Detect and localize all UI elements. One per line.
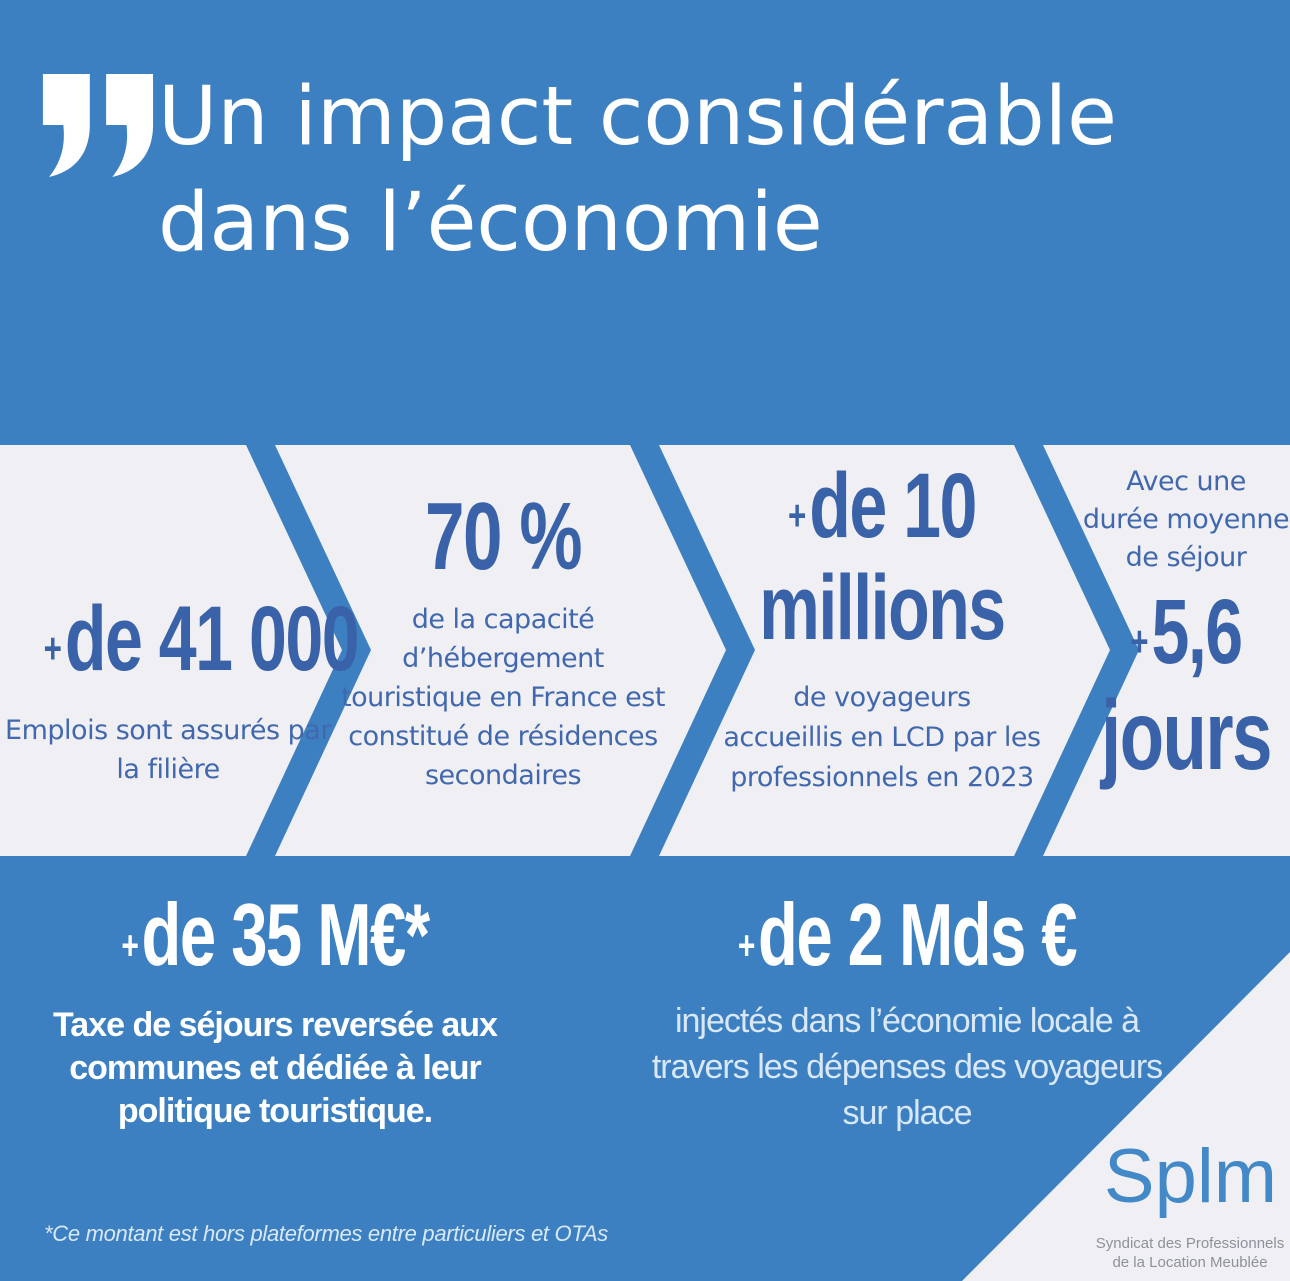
stat-block-taxe: +de 35 M€* Taxe de séjours reversée aux … [28,890,522,1133]
caption-line: communes et dédiée à leur [69,1048,482,1087]
stat-intro-duree: Avec une durée moyenne de séjour [1066,463,1290,577]
stat-number: 70 % [424,483,582,590]
chevron-panel-capacite: 70 % de la capacité d’hébergement touris… [320,488,686,795]
caption-line: touristique en France est [341,682,665,713]
caption-line: d’hébergement [402,643,604,674]
plus-sign: + [43,625,62,673]
plus-sign: + [1130,618,1148,666]
stat-number: de 41 000 [64,588,360,690]
plus-sign: + [737,921,755,968]
stat-number: de 2 Mds € [758,885,1078,984]
caption-line: politique touristique. [117,1091,433,1130]
stat-value-taxe: +de 35 M€* [92,890,458,990]
stat-caption-capacite: de la capacité d’hébergement touristique… [320,600,686,795]
stat-number: de 10 [809,455,977,557]
caption-line: professionnels en 2023 [730,762,1034,794]
footer-disclaimer: *Ce montant est hors plateformes entre p… [44,1221,608,1246]
stat-number-line-1: +de 10 [746,460,1018,562]
stat-caption-economie: injectés dans l’économie locale à traver… [640,998,1174,1136]
stat-unit-duree: jours [1101,680,1272,791]
tagline-line: Syndicat des Professionnels [1095,1235,1285,1252]
chevron-panel-duree: Avec une durée moyenne de séjour +5,6 jo… [1066,463,1290,791]
caption-line: sur place [842,1093,973,1132]
chevron-shape-4 [1043,445,1290,856]
stat-number: 5,6 [1151,581,1243,683]
stat-value-capacite: 70 % [368,488,639,586]
tagline-line: de la Location Meublée [1112,1254,1268,1271]
caption-line: travers les dépenses des voyageurs [651,1047,1163,1086]
chevron-shape-3 [659,445,1110,856]
stat-caption-voyageurs: de voyageurs accueillis en LCD par les p… [698,678,1066,798]
intro-line: Avec une [1126,466,1246,497]
caption-line: constitué de résidences [348,721,658,752]
caption-line: Taxe de séjours reversée aux [53,1005,498,1044]
splm-logo: Splm [1103,1134,1278,1219]
chevron-panel-emplois: +de 41 000 Emplois sont assurés par la f… [0,593,360,789]
caption-line: injectés dans l’économie locale à [674,1001,1140,1040]
stat-block-economie: +de 2 Mds € injectés dans l’économie loc… [640,890,1174,1136]
stat-caption-emplois: Emplois sont assurés par la filière [0,711,336,789]
caption-line: accueillis en LCD par les [723,722,1041,754]
plus-sign: + [121,921,138,968]
caption-line: la filière [116,754,220,786]
stat-value-voyageurs: +de 10 millions [746,460,1018,654]
stat-value-economie: +de 2 Mds € [709,890,1104,990]
caption-line: de la capacité [411,604,595,635]
plus-sign: + [788,492,806,540]
page-title-line-1: Un impact considérable [158,70,1117,164]
page-title: Un impact considérable dans l’économie [158,64,1117,276]
logo-tagline: Syndicat des Professionnels de la Locati… [1075,1234,1290,1272]
chevron-shape-2 [275,445,726,856]
intro-line: de séjour [1125,542,1247,573]
stat-caption-taxe: Taxe de séjours reversée aux communes et… [28,1004,522,1133]
page-title-line-2: dans l’économie [158,176,823,270]
stat-number-line-2: millions [759,557,1006,660]
closing-quote-icon [42,74,154,177]
chevron-shape-1 [0,445,342,856]
caption-line: secondaires [424,760,582,791]
caption-line: de voyageurs [793,682,971,714]
chevron-band [0,445,1290,856]
chevron-panel-voyageurs: +de 10 millions de voyageurs accueillis … [698,460,1066,798]
intro-line: durée moyenne [1082,504,1290,535]
caption-line: Emplois sont assurés par [5,715,331,747]
stat-value-emplois: +de 41 000 [43,593,360,695]
stat-value-duree: +5,6 [1097,586,1275,687]
stat-number: de 35 M€* [141,885,431,984]
